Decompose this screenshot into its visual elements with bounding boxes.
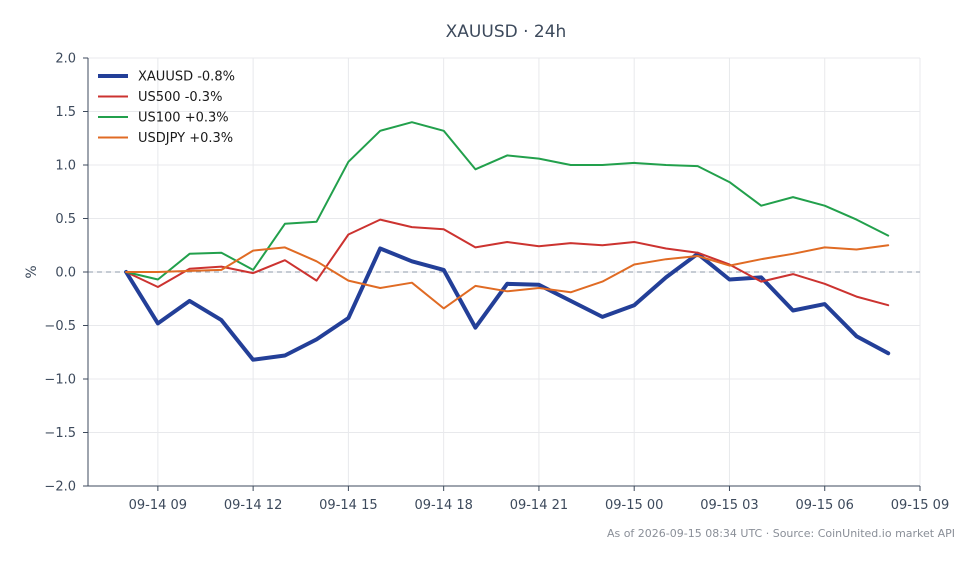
x-tick-label: 09-15 03 — [700, 498, 758, 513]
y-tick-label: −1.5 — [44, 426, 76, 441]
y-tick-label: 1.5 — [55, 105, 76, 120]
x-tick-label: 09-15 06 — [796, 498, 854, 513]
y-tick-label: −2.0 — [44, 480, 76, 495]
series-line-usdjpy — [125, 244, 890, 310]
axes — [83, 57, 921, 491]
y-tick-label: −1.0 — [44, 373, 76, 388]
series-line-xauusd — [124, 246, 891, 362]
x-tick-label: 09-14 15 — [319, 498, 377, 513]
y-tick-labels: 2.0 1.5 1.0 0.5 0.0 −0.5 −1.0 −1.5 −2.0 — [44, 52, 76, 495]
x-tick-label: 09-15 09 — [891, 498, 949, 513]
x-tick-label: 09-14 21 — [510, 498, 568, 513]
x-tick-label: 09-14 18 — [414, 498, 472, 513]
legend-label: XAUUSD -0.8% — [138, 70, 235, 85]
y-tick-label: 0.0 — [55, 266, 76, 281]
x-tick-label: 09-15 00 — [605, 498, 663, 513]
x-tick-label: 09-14 12 — [224, 498, 282, 513]
legend-label: USDJPY +0.3% — [138, 131, 233, 146]
series-lines — [124, 121, 891, 362]
y-tick-label: 1.0 — [55, 159, 76, 174]
series-line-us500 — [125, 218, 890, 307]
y-tick-label: 0.5 — [55, 212, 76, 227]
x-tick-label: 09-14 09 — [129, 498, 187, 513]
y-tick-label: −0.5 — [44, 319, 76, 334]
legend: XAUUSD -0.8% US500 -0.3% US100 +0.3% USDJPY… — [98, 70, 235, 146]
legend-label: US500 -0.3% — [138, 90, 222, 105]
y-tick-label: 2.0 — [55, 52, 76, 67]
legend-label: US100 +0.3% — [138, 111, 229, 126]
source-footer: As of 2026-09-15 08:34 UTC · Source: Coi… — [607, 527, 955, 540]
chart-title: XAUUSD · 24h — [446, 22, 567, 42]
x-tick-labels: 09-14 09 09-14 12 09-14 15 09-14 18 09-14 21… — [129, 498, 950, 513]
series-line-us100 — [125, 121, 890, 281]
y-axis-label: % — [24, 265, 40, 278]
